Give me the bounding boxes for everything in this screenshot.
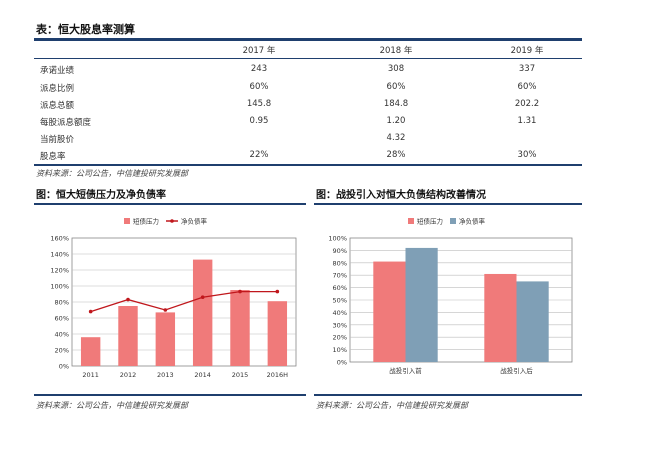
x-tick-label: 战投引入后 <box>500 366 533 375</box>
right-chart-title: 图：战投引入对恒大负债结构改善情况 <box>316 190 486 201</box>
legend-label: 短债压力 <box>133 217 159 226</box>
table-cell: 145.8 <box>246 99 272 109</box>
y-tick-label: 100% <box>328 235 347 243</box>
left-title-rule <box>34 203 306 205</box>
y-tick-label: 20% <box>55 347 69 355</box>
legend-swatch <box>408 218 414 224</box>
left-source: 资料来源：公司公告，中信建投研究发展部 <box>36 401 188 410</box>
bar <box>80 337 101 366</box>
y-tick-label: 160% <box>50 235 69 243</box>
y-tick-label: 60% <box>333 284 347 292</box>
x-tick-label: 2016H <box>267 371 289 379</box>
bar <box>118 306 138 366</box>
left-chart: 0% 20% 40% 60% 80% 100% 120% 140% 160% 2011 2012 20… <box>34 208 306 392</box>
table-title: 表：恒大股息率测算 <box>36 23 135 36</box>
right-source: 资料来源：公司公告，中信建投研究发展部 <box>316 401 468 410</box>
table-cell: 22% <box>249 150 269 160</box>
y-tick-label: 0% <box>337 359 347 367</box>
right-bottom-rule <box>314 394 582 396</box>
row-label: 股息率 <box>40 152 66 162</box>
row-label: 承诺业绩 <box>40 66 75 76</box>
table-cell: 60% <box>386 82 406 92</box>
x-tick-label: 2012 <box>120 371 137 379</box>
y-tick-label: 50% <box>333 297 347 305</box>
y-tick-label: 20% <box>333 334 347 342</box>
row-label: 每股派息额度 <box>40 118 92 128</box>
line-point <box>200 295 205 299</box>
table-cell: 0.95 <box>249 116 269 126</box>
y-tick-label: 70% <box>333 272 347 280</box>
y-tick-label: 60% <box>55 315 69 323</box>
right-title-rule <box>314 203 582 205</box>
table-cell: 337 <box>518 64 536 74</box>
bar <box>192 259 213 366</box>
x-tick-label: 2013 <box>157 371 174 379</box>
table-cell: 202.2 <box>514 99 540 109</box>
table-cell: 1.20 <box>386 116 406 126</box>
table-cell: 28% <box>386 150 406 160</box>
right-chart: 0% 10% 20% 30% 40% 50% 60% 70% 80% 90% 100% 战投引入前 战投… <box>314 208 582 392</box>
bar <box>230 290 250 366</box>
table-cell: 1.31 <box>517 116 537 126</box>
legend-marker <box>170 219 174 223</box>
row-label: 派息总额 <box>40 101 75 111</box>
bar <box>516 281 549 362</box>
x-tick-label: 2015 <box>232 371 249 379</box>
bar <box>484 273 517 362</box>
y-tick-label: 80% <box>55 299 69 307</box>
line-point <box>88 309 93 314</box>
table-header-2017: 2017 年 <box>242 46 276 56</box>
legend-label: 净负债率 <box>459 217 486 226</box>
row-label: 当前股价 <box>40 135 75 145</box>
bar <box>405 247 438 362</box>
line-point <box>163 308 168 312</box>
x-tick-label: 2011 <box>82 371 99 379</box>
y-tick-label: 140% <box>50 251 69 259</box>
bar <box>155 312 176 366</box>
y-tick-label: 80% <box>333 259 347 267</box>
y-tick-label: 40% <box>333 309 347 317</box>
left-chart-svg: 0% 20% 40% 60% 80% 100% 120% 140% 160% 2011 2012 20… <box>50 217 297 379</box>
y-tick-label: 30% <box>333 321 347 329</box>
y-tick-label: 120% <box>50 267 69 275</box>
line-point <box>126 297 130 302</box>
legend-swatch <box>450 218 456 224</box>
table-header-2018: 2018 年 <box>379 46 413 56</box>
table-cell: 60% <box>249 82 269 92</box>
table-cell: 184.8 <box>383 99 409 109</box>
x-tick-label: 2014 <box>194 371 211 379</box>
y-tick-label: 40% <box>55 331 69 339</box>
legend-swatch <box>124 218 130 224</box>
table-top-rule <box>34 38 582 41</box>
y-tick-label: 90% <box>333 247 347 255</box>
table-source: 资料来源：公司公告，中信建投研究发展部 <box>36 169 188 178</box>
table-cell: 30% <box>517 150 537 160</box>
bar <box>267 301 288 366</box>
table-cell: 4.32 <box>386 133 406 143</box>
legend-label: 净负债率 <box>181 217 208 226</box>
left-chart-title: 图：恒大短债压力及净负债率 <box>36 190 166 201</box>
table-bottom-rule <box>34 164 582 166</box>
row-label: 派息比例 <box>40 84 75 94</box>
table-cell: 243 <box>250 64 268 74</box>
y-tick-label: 10% <box>333 346 347 354</box>
line-point <box>238 289 242 294</box>
table-header-rule <box>34 58 582 59</box>
table-cell: 60% <box>517 82 537 92</box>
x-tick-label: 战投引入前 <box>389 366 422 375</box>
right-chart-svg: 0% 10% 20% 30% 40% 50% 60% 70% 80% 90% 100% 战投引入前 战投… <box>328 217 573 375</box>
bar <box>373 261 406 362</box>
series-line <box>90 290 278 313</box>
y-tick-label: 0% <box>59 363 69 371</box>
y-tick-label: 100% <box>50 283 69 291</box>
line-point <box>275 289 280 294</box>
left-bottom-rule <box>34 394 306 396</box>
table-cell: 308 <box>387 64 405 74</box>
legend-label: 短债压力 <box>417 217 443 226</box>
table-header-2019: 2019 年 <box>510 46 544 56</box>
